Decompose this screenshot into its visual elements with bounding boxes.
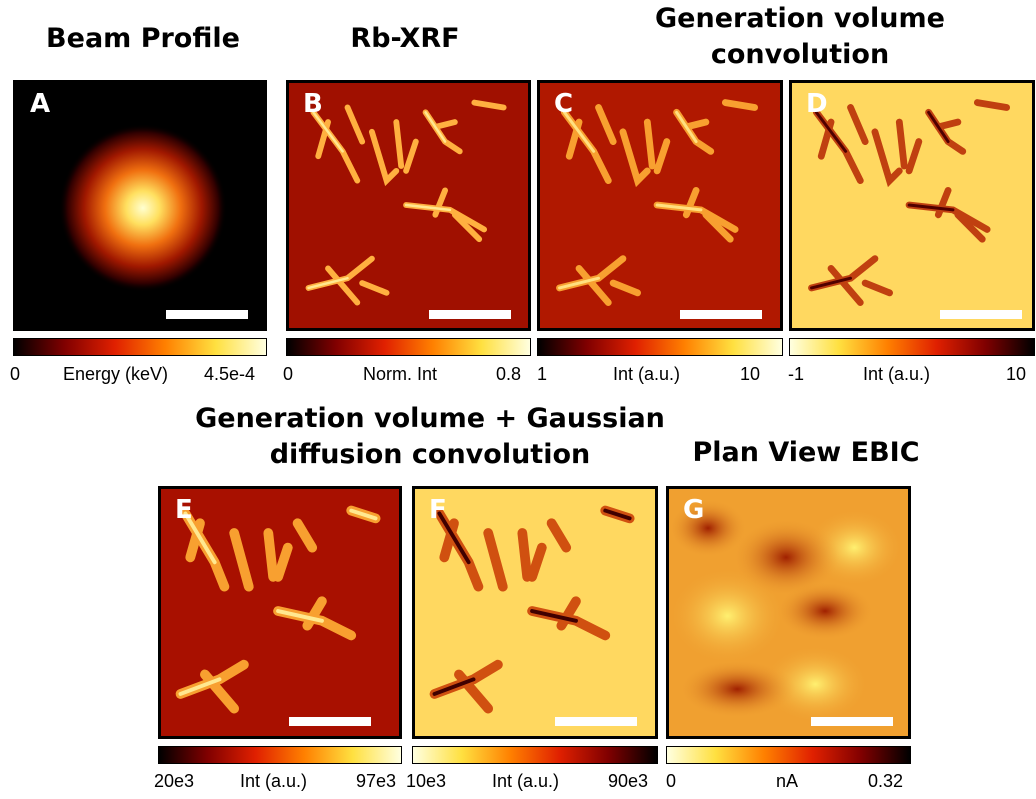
- colorbar-g-unit: nA: [776, 771, 799, 791]
- colorbar-c: [537, 338, 783, 356]
- scale-bar: [555, 717, 637, 726]
- scale-bar: [166, 310, 248, 319]
- colorbar-b-max: 0.8: [496, 364, 522, 384]
- title-rb-xrf: Rb-XRF: [350, 23, 460, 54]
- title-gen-gauss-line1: Generation volume + Gaussian: [195, 403, 665, 434]
- colorbar-a-max: 4.5e-4: [204, 364, 256, 384]
- title-gen-volume-line1: Generation volume: [655, 3, 945, 34]
- colorbar-d-unit: Int (a.u.): [863, 364, 931, 384]
- colorbar-b-unit: Norm. Int: [363, 364, 438, 384]
- panel-a-beam-profile: A: [13, 80, 267, 331]
- colorbar-d: [789, 338, 1035, 356]
- colorbar-a-unit: Energy (keV): [63, 364, 169, 384]
- scale-bar: [429, 310, 511, 319]
- colorbar-a: [13, 338, 267, 356]
- scale-bar: [940, 310, 1022, 319]
- panel-label: F: [429, 495, 447, 525]
- colorbar-g-max: 0.32: [868, 771, 904, 791]
- panel-label: D: [806, 89, 828, 119]
- colorbar-e: [158, 746, 402, 764]
- panel-label: B: [303, 89, 323, 119]
- colorbar-g-min: 0: [666, 771, 677, 791]
- colorbar-c-max: 10: [740, 364, 761, 384]
- panel-label: E: [175, 495, 193, 525]
- scale-bar: [811, 717, 893, 726]
- title-gen-volume-line2: convolution: [710, 39, 890, 70]
- colorbar-b-min: 0: [283, 364, 294, 384]
- colorbar-e-unit: Int (a.u.): [240, 771, 308, 791]
- panel-c-gen-volume: C: [537, 80, 783, 331]
- gen-gauss-inverted-map-image: [415, 489, 655, 736]
- colorbar-b: [286, 338, 531, 356]
- colorbar-f-unit: Int (a.u.): [492, 771, 560, 791]
- panel-b-rb-xrf: B: [286, 80, 531, 331]
- panel-g-plan-view-ebic: G: [666, 486, 911, 739]
- colorbar-f: [412, 746, 658, 764]
- colorbar-d-max: 10: [1006, 364, 1027, 384]
- colorbar-d-min: -1: [788, 364, 805, 384]
- colorbar-e-max: 97e3: [356, 771, 397, 791]
- gen-gauss-map-image: [161, 489, 399, 736]
- colorbar-a-min: 0: [10, 364, 21, 384]
- beam-profile-image: [16, 83, 264, 328]
- title-plan-view: Plan View EBIC: [692, 437, 920, 468]
- scale-bar: [289, 717, 371, 726]
- title-beam-profile: Beam Profile: [46, 23, 240, 54]
- colorbar-f-min: 10e3: [406, 771, 447, 791]
- colorbar-f-max: 90e3: [608, 771, 649, 791]
- rb-xrf-map-image: [289, 83, 528, 328]
- gen-volume-map-image: [540, 83, 780, 328]
- panel-label: A: [30, 89, 51, 119]
- panel-e-gen-gauss: E: [158, 486, 402, 739]
- gen-volume-inverted-map-image: [792, 83, 1032, 328]
- panel-d-gen-volume-inverted: D: [789, 80, 1035, 331]
- colorbar-c-min: 1: [537, 364, 548, 384]
- plan-view-ebic-image: [669, 489, 908, 736]
- panel-f-gen-gauss-inverted: F: [412, 486, 658, 739]
- panel-label: C: [554, 89, 574, 119]
- panel-label: G: [683, 495, 705, 525]
- colorbar-g: [666, 746, 911, 764]
- colorbar-c-unit: Int (a.u.): [613, 364, 681, 384]
- colorbar-e-min: 20e3: [154, 771, 195, 791]
- title-gen-gauss-line2: diffusion convolution: [269, 439, 591, 470]
- scale-bar: [680, 310, 762, 319]
